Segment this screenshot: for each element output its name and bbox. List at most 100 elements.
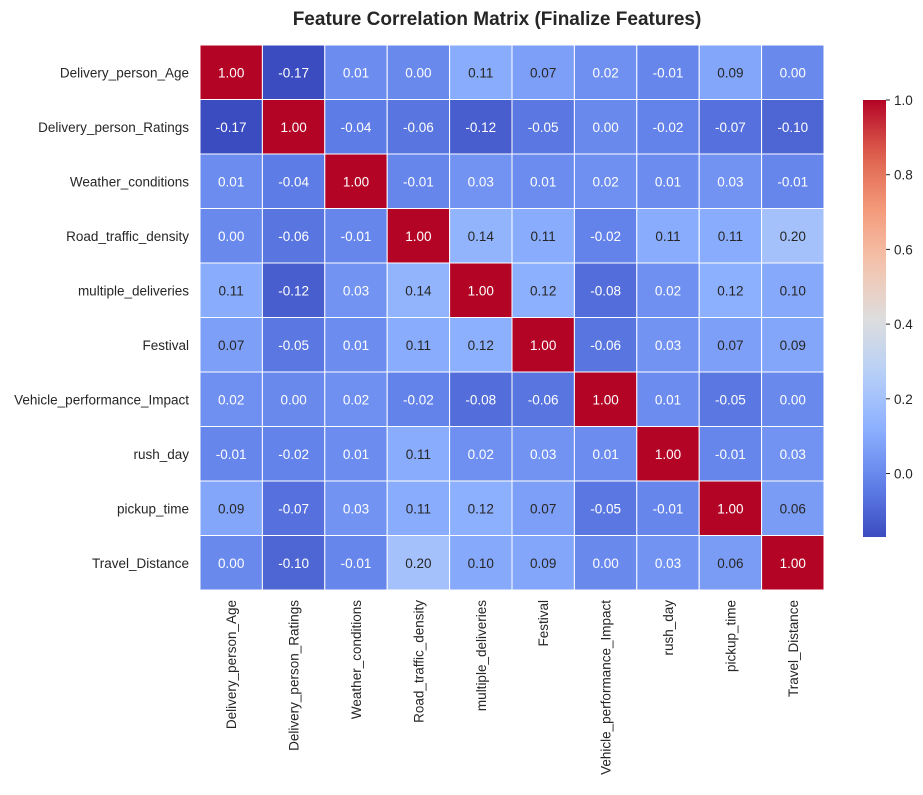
heatmap-cell	[449, 480, 513, 536]
cell-value-label: 0.09	[218, 501, 244, 516]
heatmap-cell	[761, 99, 825, 155]
cell-value-label: -0.07	[715, 120, 746, 135]
colorbar-ticks: 0.0 0.2 0.4 0.6 0.8 1.0	[886, 93, 913, 482]
heatmap-cell	[761, 371, 825, 427]
heatmap-cell	[698, 99, 763, 155]
heatmap-cell	[761, 153, 825, 209]
cell-value-label: 0.14	[405, 283, 432, 298]
cell-value-label: -0.01	[341, 556, 372, 571]
cell-value-label: 0.00	[780, 65, 806, 80]
heatmap-cell	[199, 317, 263, 373]
cell-value-label: 0.20	[405, 556, 431, 571]
x-tick-label: Delivery_person_Age	[224, 600, 239, 729]
heatmap-cell	[636, 371, 700, 427]
heatmap-cell	[386, 99, 451, 155]
cell-value-label: 0.09	[717, 65, 743, 80]
cell-value-label: -0.05	[590, 501, 621, 516]
cell-value-label: -0.12	[278, 283, 309, 298]
cell-value-label: 0.02	[655, 283, 681, 298]
cell-value-label: 0.02	[468, 447, 494, 462]
heatmap-cell	[324, 153, 388, 209]
cell-value-label: 0.06	[717, 556, 743, 571]
heatmap-cell	[761, 480, 825, 536]
cell-value-label: 0.03	[530, 447, 556, 462]
cell-value-label: 0.10	[468, 556, 494, 571]
heatmap-cell	[636, 480, 700, 536]
heatmap-cell	[449, 262, 513, 318]
heatmap-cell	[573, 262, 638, 318]
cell-value-label: 0.02	[343, 392, 369, 407]
cell-value-label: 1.00	[218, 65, 244, 80]
heatmap-cell	[698, 208, 763, 264]
colorbar-tick-label: 0.8	[894, 168, 913, 183]
x-tick-label: Festival	[536, 600, 551, 647]
heatmap-cell	[199, 153, 263, 209]
heatmap-cell	[511, 317, 575, 373]
cell-value-label: 0.11	[406, 338, 431, 353]
heatmap-cell	[698, 262, 763, 318]
heatmap-cell	[199, 44, 263, 100]
heatmap-cell	[573, 99, 638, 155]
cell-value-label: 0.07	[530, 65, 556, 80]
heatmap-cell	[698, 480, 763, 536]
heatmap-cell	[511, 208, 575, 264]
cell-value-label: -0.02	[403, 392, 434, 407]
cell-value-label: -0.06	[403, 120, 434, 135]
cell-value-label: 0.09	[780, 338, 806, 353]
heatmap-cell	[761, 262, 825, 318]
cell-value-label: 0.00	[218, 229, 244, 244]
cell-value-label: -0.01	[777, 174, 808, 189]
heatmap-cell	[386, 480, 451, 536]
cell-value-label: 0.09	[530, 556, 556, 571]
x-tick-label: Travel_Distance	[786, 600, 801, 697]
colorbar	[863, 100, 886, 537]
heatmap-cell	[324, 44, 388, 100]
cell-value-label: 0.01	[530, 174, 556, 189]
cell-value-label: -0.08	[590, 283, 621, 298]
cell-value-label: 0.06	[780, 501, 806, 516]
heatmap-cell	[573, 371, 638, 427]
cell-value-label: 0.11	[718, 229, 743, 244]
y-tick-label: Delivery_person_Ratings	[38, 120, 189, 135]
cell-value-label: 0.07	[218, 338, 244, 353]
heatmap-cell	[386, 317, 451, 373]
y-tick-label: Travel_Distance	[92, 556, 189, 571]
y-tick-label: Vehicle_performance_Impact	[14, 392, 189, 407]
heatmap-cell	[386, 535, 451, 591]
cell-value-label: -0.12	[465, 120, 496, 135]
cell-value-label: 0.00	[592, 120, 618, 135]
cell-value-label: -0.02	[278, 447, 309, 462]
cell-value-label: 1.00	[343, 174, 369, 189]
heatmap-cell	[449, 317, 513, 373]
cell-value-label: 0.00	[218, 556, 244, 571]
cell-value-label: -0.06	[590, 338, 621, 353]
cell-value-label: 1.00	[468, 283, 494, 298]
cell-value-label: -0.02	[590, 229, 621, 244]
cell-value-label: 0.03	[343, 283, 369, 298]
heatmap-cell	[511, 44, 575, 100]
colorbar-tick-label: 0.2	[894, 392, 913, 407]
heatmap-cell	[573, 153, 638, 209]
cell-value-label: -0.06	[528, 392, 559, 407]
cell-value-label: 0.01	[592, 447, 618, 462]
x-tick-labels: Delivery_person_Age Delivery_person_Ratin…	[224, 600, 801, 775]
cell-value-label: 0.01	[343, 447, 369, 462]
cell-value-label: 1.00	[780, 556, 806, 571]
chart-title: Feature Correlation Matrix (Finalize Fea…	[293, 9, 702, 30]
x-tick-label: Road_traffic_density	[411, 600, 426, 723]
heatmap-cell	[761, 44, 825, 100]
heatmap-cell	[761, 208, 825, 264]
cell-value-label: 0.20	[780, 229, 806, 244]
cell-value-label: 0.11	[219, 283, 244, 298]
cell-value-label: -0.07	[278, 501, 309, 516]
x-tick-label: Delivery_person_Ratings	[287, 600, 302, 751]
cell-value-label: -0.01	[403, 174, 434, 189]
cell-value-label: 0.11	[406, 447, 431, 462]
x-tick-label: rush_day	[661, 600, 676, 656]
cell-value-label: 1.00	[405, 229, 431, 244]
heatmap-cell	[511, 262, 575, 318]
cell-value-label: -0.02	[653, 120, 684, 135]
heatmap-cell	[261, 262, 326, 318]
